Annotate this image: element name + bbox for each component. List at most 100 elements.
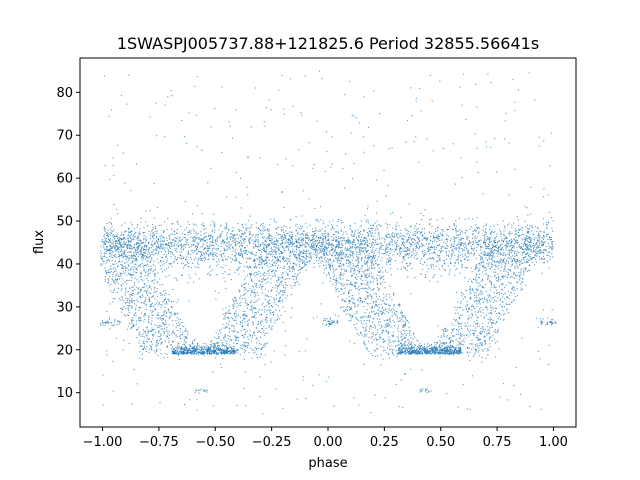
data-point: [246, 330, 248, 332]
data-point: [106, 271, 108, 273]
data-point: [138, 331, 140, 333]
data-point: [132, 238, 134, 240]
data-point: [151, 349, 153, 351]
data-point: [143, 347, 145, 349]
data-point: [435, 265, 437, 267]
data-point: [255, 283, 258, 285]
data-point: [174, 256, 176, 258]
data-point: [146, 256, 148, 259]
data-point: [316, 219, 318, 221]
data-point: [407, 232, 409, 234]
data-point: [173, 313, 175, 315]
data-point: [224, 315, 226, 317]
data-point: [280, 314, 282, 317]
data-point: [351, 252, 354, 254]
data-point: [216, 240, 218, 242]
data-point: [261, 257, 263, 259]
data-point: [140, 275, 142, 277]
data-point: [235, 300, 237, 302]
data-point: [282, 276, 284, 278]
data-point: [253, 247, 255, 249]
data-point: [116, 291, 118, 293]
data-point: [337, 220, 339, 223]
data-point: [140, 266, 142, 268]
data-point: [147, 254, 149, 256]
data-point: [289, 227, 291, 229]
data-point: [395, 242, 397, 244]
data-point: [111, 226, 113, 228]
data-point: [241, 233, 243, 235]
data-point: [516, 242, 518, 244]
data-point: [131, 306, 133, 308]
data-point: [392, 232, 394, 234]
data-point: [520, 269, 522, 271]
data-point: [371, 258, 373, 260]
data-point: [328, 239, 330, 241]
data-point: [143, 267, 145, 269]
data-point: [243, 351, 245, 353]
data-point: [232, 237, 234, 239]
data-point: [259, 257, 262, 259]
data-point: [445, 239, 447, 241]
data-point: [106, 259, 108, 261]
data-point: [113, 263, 115, 265]
data-point: [271, 270, 273, 272]
data-point: [184, 229, 186, 231]
data-point: [152, 338, 154, 340]
data-point: [357, 236, 360, 238]
data-point: [137, 242, 139, 244]
data-point: [307, 242, 309, 244]
data-point: [233, 314, 235, 316]
data-point: [265, 293, 267, 295]
data-point: [385, 248, 388, 250]
data-point: [223, 338, 225, 340]
data-point: [275, 303, 277, 305]
data-point: [356, 260, 358, 262]
data-point: [424, 249, 426, 251]
data-point: [455, 249, 457, 251]
data-point: [248, 238, 250, 240]
data-point: [262, 249, 264, 251]
data-point: [178, 325, 180, 327]
data-point: [183, 326, 185, 328]
data-point: [251, 278, 253, 280]
data-point: [366, 232, 369, 234]
data-point: [226, 232, 229, 234]
data-point: [147, 263, 149, 265]
data-point: [229, 273, 231, 276]
data-point: [276, 318, 278, 320]
data-point: [298, 283, 300, 285]
data-point: [144, 318, 146, 320]
data-point: [450, 253, 452, 255]
data-point: [259, 232, 261, 234]
data-point: [131, 297, 133, 299]
data-point: [161, 240, 164, 242]
data-point: [361, 247, 363, 250]
data-point: [308, 237, 310, 239]
data-point: [148, 348, 150, 350]
data-point: [187, 351, 189, 353]
data-point: [186, 242, 188, 244]
data-point: [349, 225, 351, 227]
data-point: [386, 258, 388, 260]
data-point: [164, 310, 166, 312]
data-point: [262, 237, 264, 239]
data-point: [132, 254, 134, 256]
data-point: [491, 244, 493, 246]
data-point: [493, 261, 496, 263]
data-point: [251, 306, 253, 308]
data-point: [441, 246, 443, 248]
data-point: [127, 245, 129, 247]
data-point: [105, 270, 107, 272]
data-point: [178, 244, 180, 247]
data-point: [225, 340, 227, 342]
data-point: [132, 286, 134, 288]
data-point: [545, 235, 547, 237]
data-point: [167, 249, 169, 251]
data-point: [544, 241, 546, 243]
data-point: [521, 254, 523, 256]
data-point: [112, 241, 115, 243]
data-point: [469, 228, 471, 230]
data-point: [146, 293, 148, 295]
data-point: [246, 320, 248, 322]
